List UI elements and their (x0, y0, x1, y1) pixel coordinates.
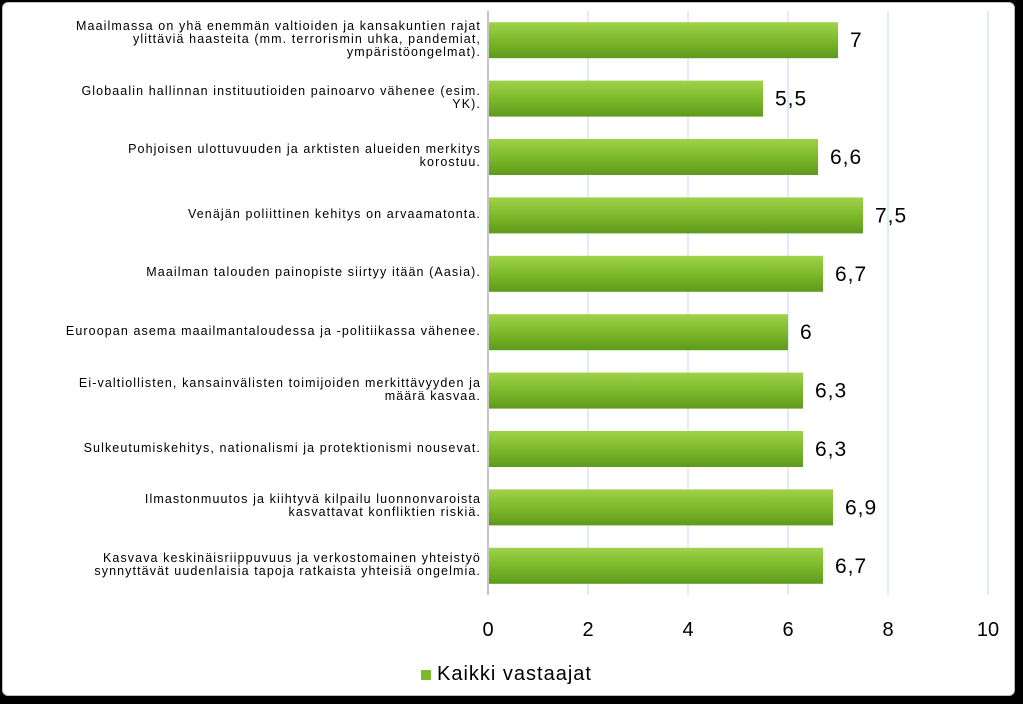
bar (489, 80, 763, 117)
x-tick-label: 0 (482, 619, 493, 641)
category-label: Euroopan asema maailmantaloudessa ja -po… (65, 323, 481, 338)
value-label: 5,5 (775, 88, 807, 111)
value-label: 6,6 (830, 146, 862, 169)
value-labels: 7 5,5 6,6 7,5 6,7 6 6,3 6,3 6,9 6,7 (775, 29, 907, 578)
category-label: Globaalin hallinnan instituutioiden pain… (81, 83, 481, 111)
category-label: Kasvava keskinäisriippuvuus ja verkostom… (94, 550, 481, 578)
value-label: 6,3 (815, 380, 847, 403)
category-label: Maailman talouden painopiste siirtyy itä… (146, 265, 481, 280)
legend-label: Kaikki vastaajat (437, 663, 592, 685)
value-label: 7,5 (875, 204, 907, 227)
bar (489, 314, 788, 351)
bar-chart: 7 5,5 6,6 7,5 6,7 6 6,3 6,3 6,9 6,7 0 2 4 6 8 10 (482, 11, 999, 641)
value-label: 6,7 (835, 555, 867, 578)
category-label: Pohjoisen ulottuvuuden ja arktisten alue… (128, 142, 481, 169)
x-axis-ticks: 0 2 4 6 8 10 (482, 619, 999, 641)
bars (489, 22, 863, 584)
bar (489, 372, 803, 409)
value-label: 6,9 (845, 496, 877, 519)
value-label: 6,7 (835, 263, 867, 286)
category-label: Ilmastonmuutos ja kiihtyvä kilpailu luon… (144, 492, 481, 520)
bar (489, 255, 823, 292)
x-tick-label: 2 (582, 619, 593, 641)
category-label: Maailmassa on yhä enemmän valtioiden ja … (76, 18, 481, 59)
bar (489, 431, 803, 467)
x-tick-label: 4 (682, 619, 693, 641)
value-label: 6,3 (815, 438, 847, 461)
chart-frame: 7 5,5 6,6 7,5 6,7 6 6,3 6,3 6,9 6,7 0 2 4 6 8 10 Maail… (2, 2, 1015, 696)
category-label: Venäjän poliittinen kehitys on arvaamato… (187, 206, 481, 221)
value-label: 7 (850, 29, 863, 52)
value-label: 6 (800, 321, 813, 344)
x-tick-label: 8 (882, 619, 893, 641)
legend: Kaikki vastaajat (421, 663, 592, 686)
category-label: Sulkeutumiskehitys, nationalismi ja prot… (83, 440, 481, 455)
x-tick-label: 6 (782, 619, 793, 641)
category-label: Ei-valtiollisten, kansainvälisten toimij… (78, 375, 481, 403)
bar (489, 489, 833, 526)
bar (489, 139, 818, 175)
bar (489, 197, 863, 234)
x-tick-label: 10 (977, 619, 999, 641)
bar (489, 22, 838, 59)
bar (489, 547, 823, 584)
legend-swatch (421, 669, 431, 680)
